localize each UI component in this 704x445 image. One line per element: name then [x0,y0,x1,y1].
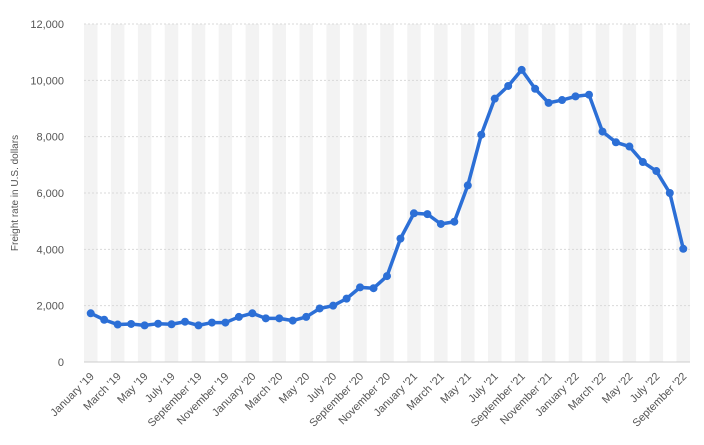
data-point[interactable] [248,309,257,318]
background-band [272,24,286,362]
y-tick-label: 4,000 [36,244,64,256]
y-tick-label: 12,000 [30,19,64,31]
background-band [299,24,313,362]
data-point[interactable] [127,319,136,328]
data-point[interactable] [463,181,472,190]
y-axis-ticks: 0 2,000 4,000 6,000 8,000 10,000 12,000 [30,19,64,369]
data-point[interactable] [181,317,189,326]
y-axis-title: Freight rate in U.S. dollars [10,135,21,251]
data-point[interactable] [234,312,243,321]
data-point[interactable] [490,94,499,103]
data-point[interactable] [302,312,311,321]
background-band [595,24,610,362]
data-point[interactable] [261,314,270,323]
data-point[interactable] [531,84,540,93]
data-point[interactable] [625,142,634,151]
y-tick-label: 10,000 [30,75,64,87]
data-point[interactable] [611,138,620,147]
background-band [164,24,179,362]
data-point[interactable] [221,318,230,327]
data-point[interactable] [207,318,216,327]
data-point[interactable] [86,309,95,318]
data-point[interactable] [288,316,297,325]
y-tick-label: 2,000 [36,301,64,313]
data-point[interactable] [140,321,149,330]
data-point[interactable] [315,304,324,313]
background-band [488,24,502,362]
data-point[interactable] [329,301,338,310]
data-point[interactable] [436,219,445,228]
data-point[interactable] [598,127,607,136]
data-point[interactable] [679,244,688,253]
data-point[interactable] [369,284,378,293]
data-point[interactable] [356,283,365,292]
data-point[interactable] [342,294,351,303]
data-point[interactable] [100,315,109,324]
data-point[interactable] [638,158,647,167]
background-band [380,24,394,362]
data-point[interactable] [409,209,418,218]
data-point[interactable] [504,81,513,90]
y-tick-label: 0 [58,357,64,369]
data-point[interactable] [652,167,661,176]
data-point[interactable] [167,320,176,329]
data-point[interactable] [544,98,553,107]
y-tick-label: 6,000 [36,188,64,200]
data-point[interactable] [517,65,526,74]
data-point[interactable] [154,319,163,328]
data-point[interactable] [113,320,122,329]
y-tick-label: 8,000 [36,132,64,144]
background-band [568,24,583,362]
data-point[interactable] [194,321,203,330]
background-band [191,24,206,362]
data-point[interactable] [571,92,580,101]
data-point[interactable] [275,314,284,323]
background-bands [84,24,690,362]
background-band [461,24,475,362]
gridlines [84,23,690,363]
background-band [676,24,690,362]
data-point[interactable] [383,272,391,281]
data-point[interactable] [396,234,405,243]
data-point[interactable] [558,96,567,105]
data-point[interactable] [665,189,674,197]
data-point[interactable] [423,210,432,219]
background-band [84,24,98,362]
data-point[interactable] [585,90,593,99]
series-layer [86,65,688,330]
data-point[interactable] [477,130,486,139]
data-point[interactable] [450,217,459,226]
